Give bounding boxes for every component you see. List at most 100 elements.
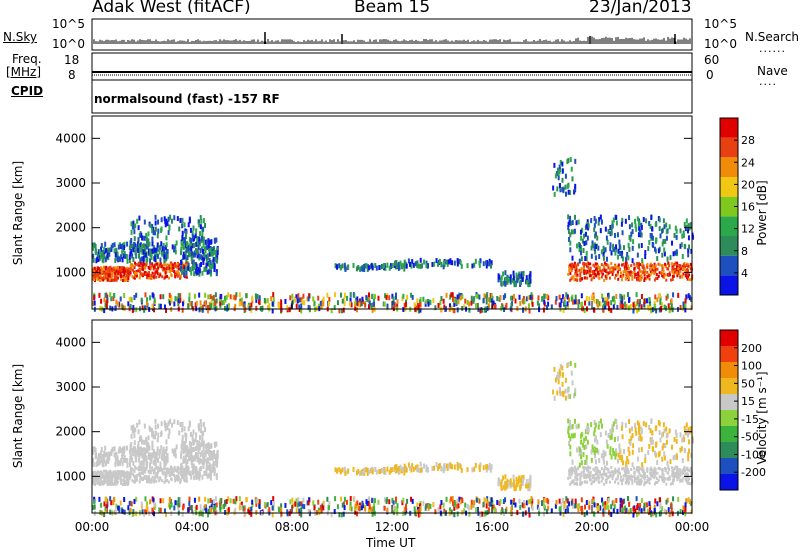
velocity-cell xyxy=(676,478,679,482)
power-cell xyxy=(162,294,165,300)
power-cell xyxy=(593,269,596,273)
power-cell xyxy=(565,292,568,298)
power-cell xyxy=(165,263,168,267)
velocity-cell xyxy=(594,448,597,454)
power-cell xyxy=(154,220,157,226)
power-cell xyxy=(108,269,111,273)
power-cell xyxy=(111,243,114,249)
velocity-cell xyxy=(198,440,201,446)
velocity-cell xyxy=(212,450,215,456)
velocity-cell xyxy=(686,481,689,485)
velocity-cell xyxy=(162,446,165,452)
power-cell xyxy=(121,304,124,310)
power-cell xyxy=(213,249,216,255)
power-cell xyxy=(206,254,209,260)
power-cell xyxy=(170,218,173,224)
velocity-cell xyxy=(630,435,633,441)
power-cell xyxy=(573,186,576,192)
velocity-cell xyxy=(671,469,674,473)
power-cell xyxy=(571,176,574,182)
power-cell xyxy=(447,259,450,265)
power-cell xyxy=(100,270,103,274)
power-cell xyxy=(621,275,624,279)
velocity-cell xyxy=(463,508,466,514)
power-cell xyxy=(614,250,617,256)
power-cell xyxy=(687,264,690,268)
power-cell xyxy=(123,293,126,299)
velocity-cell xyxy=(147,442,150,448)
power-cell xyxy=(149,248,152,254)
power-cell xyxy=(427,301,430,307)
power-cell xyxy=(134,250,137,256)
velocity-cell xyxy=(328,501,331,507)
velocity-cell xyxy=(572,433,575,439)
power-cell xyxy=(610,229,613,235)
velocity-cell xyxy=(671,481,674,485)
power-cell xyxy=(204,300,207,306)
velocity-cell xyxy=(129,507,132,513)
power-cell xyxy=(629,236,632,242)
power-cell xyxy=(256,294,259,300)
power-cell xyxy=(417,263,420,269)
velocity-cell xyxy=(689,482,692,486)
power-cell xyxy=(164,271,167,275)
power-cell xyxy=(203,266,206,272)
velocity-cell xyxy=(643,477,646,481)
velocity-cell xyxy=(628,476,631,480)
power-cell xyxy=(683,221,686,227)
velocity-cell xyxy=(571,424,574,430)
power-cell xyxy=(587,267,590,271)
nsky-data xyxy=(91,32,691,44)
power-cell xyxy=(600,219,603,225)
velocity-cell xyxy=(679,447,682,453)
velocity-cell xyxy=(466,467,469,473)
power-cell xyxy=(104,292,107,298)
velocity-cell xyxy=(389,468,392,474)
power-cell xyxy=(605,256,608,262)
power-cell xyxy=(668,271,671,275)
power-cell xyxy=(169,214,172,220)
power-cell xyxy=(185,266,188,272)
velocity-cell xyxy=(598,458,601,464)
power-cell xyxy=(100,246,103,252)
power-cell xyxy=(141,243,144,249)
power-cell xyxy=(209,271,212,277)
velocity-cell xyxy=(139,451,142,457)
velocity-cell xyxy=(450,509,453,515)
velocity-cell xyxy=(153,451,156,457)
power-cell xyxy=(570,262,573,266)
power-cell xyxy=(284,298,287,304)
power-cell xyxy=(687,235,690,241)
velocity-cell xyxy=(142,447,145,453)
velocity-cell xyxy=(92,457,95,463)
velocity-cell xyxy=(442,468,445,474)
power-cell xyxy=(107,266,110,270)
velocity-cell xyxy=(151,468,154,472)
velocity-cell xyxy=(166,457,169,463)
power-cell xyxy=(179,275,182,279)
velocity-cell xyxy=(126,470,129,474)
power-cell xyxy=(677,292,680,298)
power-cell xyxy=(151,236,154,242)
velocity-cell xyxy=(157,423,160,429)
velocity-cell xyxy=(621,421,624,427)
power-cell xyxy=(665,229,668,235)
velocity-cell xyxy=(177,468,180,472)
power-cell xyxy=(183,222,186,228)
velocity-cell xyxy=(214,460,217,466)
power-cell xyxy=(616,232,619,238)
power-cell xyxy=(137,241,140,247)
velocity-cell xyxy=(106,475,109,479)
power-cell xyxy=(615,265,618,269)
velocity-cell xyxy=(610,470,613,474)
velocity-cell xyxy=(93,470,96,474)
power-cell xyxy=(568,269,571,273)
power-cell xyxy=(641,265,644,269)
velocity-cell xyxy=(114,477,117,481)
power-cell xyxy=(179,217,182,223)
power-cell xyxy=(396,303,399,309)
power-cell xyxy=(334,292,337,298)
velocity-cell xyxy=(92,473,95,477)
power-cell xyxy=(635,226,638,232)
velocity-cell xyxy=(116,470,119,474)
